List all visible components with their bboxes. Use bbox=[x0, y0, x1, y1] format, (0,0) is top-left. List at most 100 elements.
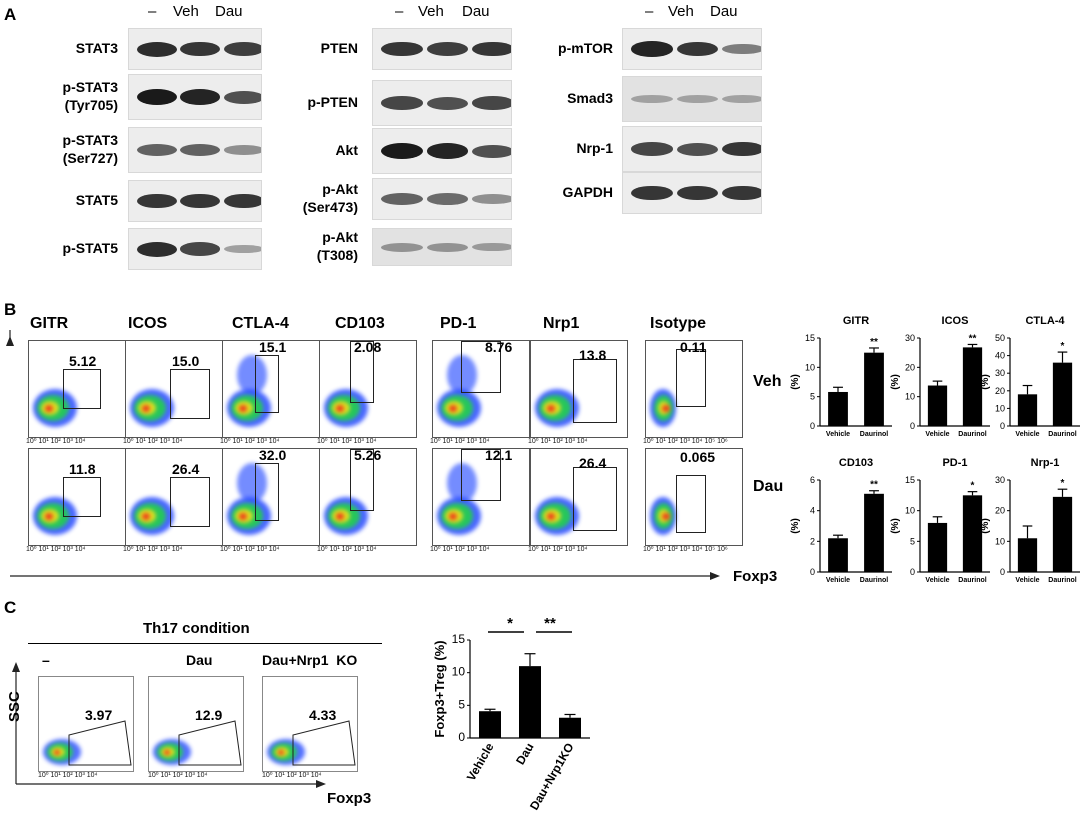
blot-label-0-3: STAT5 bbox=[76, 191, 118, 209]
gate-box bbox=[255, 463, 279, 521]
blot-1-3 bbox=[372, 178, 512, 220]
blot-band-2 bbox=[224, 90, 261, 104]
gate-percentage: 0.065 bbox=[680, 449, 716, 465]
gate-box bbox=[63, 369, 101, 409]
gate-box bbox=[170, 477, 210, 527]
blot-band-1 bbox=[426, 96, 469, 110]
panel-c-y-label: SSC bbox=[6, 691, 23, 722]
blot-label-0-2: p-STAT3 (Ser727) bbox=[63, 131, 118, 167]
trapezoid-gate bbox=[68, 720, 132, 766]
y-tick-label-5-1: 10 bbox=[995, 536, 1005, 546]
gate-percentage: 26.4 bbox=[172, 461, 200, 477]
y-label-4: (%) bbox=[890, 518, 901, 534]
density-blob-3 bbox=[336, 513, 344, 520]
blot-band-1 bbox=[180, 242, 221, 256]
blot-band-1 bbox=[426, 193, 469, 205]
blot-label-1-2: Akt bbox=[335, 141, 358, 159]
blot-1-2 bbox=[372, 128, 512, 174]
blot-band-0 bbox=[136, 144, 177, 156]
bar-4-1 bbox=[962, 495, 983, 572]
chart-title-4: PD-1 bbox=[942, 457, 967, 469]
blot-band-1 bbox=[180, 193, 221, 209]
x-tick-labels: 10⁰ 10¹ 10² 10³ 10⁴ bbox=[26, 546, 86, 553]
marker-title-nrp1: Nrp1 bbox=[543, 315, 580, 332]
density-blob-3 bbox=[142, 513, 150, 520]
lane-header-1-0: – bbox=[395, 3, 404, 20]
y-tick-label-6-3: 15 bbox=[452, 632, 466, 646]
flow-plot-isotype-dau: 0.065 bbox=[645, 448, 743, 546]
flow-plot-ctla-4-dau: 32.0 bbox=[222, 448, 320, 546]
blot-band-0 bbox=[631, 142, 673, 156]
x-tick-labels: 10⁰ 10¹ 10² 10³ 10⁴ 10⁵ 10⁶ bbox=[643, 546, 728, 553]
flow-plot-gitr-veh: 5.12 bbox=[28, 340, 126, 438]
chart-title-5: Nrp-1 bbox=[1031, 457, 1060, 469]
blot-label-line-0: Smad3 bbox=[567, 90, 613, 106]
x-tick-labels: 10⁰ 10¹ 10² 10³ 10⁴ bbox=[123, 438, 183, 445]
blot-band-2 bbox=[722, 95, 761, 103]
bar-0-0 bbox=[828, 391, 848, 426]
density-blob-4 bbox=[239, 513, 247, 520]
condition-col-0: – bbox=[42, 652, 50, 668]
x-tick-labels: 10⁰ 10¹ 10² 10³ 10⁴ bbox=[123, 546, 183, 553]
density-blob-4 bbox=[449, 513, 457, 520]
blot-band-1 bbox=[676, 41, 719, 57]
gate-box bbox=[350, 341, 374, 403]
flow-plot-ctla-4-veh: 15.1 bbox=[222, 340, 320, 438]
gate-percentage: 2.08 bbox=[354, 340, 382, 355]
blot-band-2 bbox=[224, 42, 261, 56]
blot-band-2 bbox=[722, 141, 761, 157]
density-blob-3 bbox=[45, 405, 53, 412]
blot-label-1-4: p-Akt (T308) bbox=[317, 228, 358, 264]
blot-2-3 bbox=[622, 172, 762, 214]
density-blob-4 bbox=[449, 405, 457, 412]
density-blob-3 bbox=[662, 513, 670, 520]
x-tick-labels: 10⁰ 10¹ 10² 10³ 10⁴ bbox=[148, 772, 208, 779]
blot-label-2-1: Smad3 bbox=[567, 89, 613, 107]
density-blob-3 bbox=[142, 405, 150, 412]
y-tick-label-4-3: 15 bbox=[905, 475, 915, 485]
panel-b-x-label: Foxp3 bbox=[733, 568, 778, 585]
category-label-5-1: Daurinol bbox=[1048, 577, 1076, 584]
bar-2-1 bbox=[1052, 362, 1073, 426]
y-tick-label-1-3: 30 bbox=[905, 333, 915, 343]
y-label-0: (%) bbox=[790, 374, 801, 390]
condition-col-1: Dau bbox=[186, 652, 213, 668]
blot-band-1 bbox=[180, 144, 221, 156]
gate-box bbox=[461, 449, 501, 501]
marker-title-cd103: CD103 bbox=[335, 315, 385, 332]
bar-1-1 bbox=[962, 347, 983, 426]
blot-band-1 bbox=[426, 242, 469, 252]
blot-band-2 bbox=[472, 41, 511, 57]
blot-label-0-0: STAT3 bbox=[76, 39, 118, 57]
density-blob-3 bbox=[164, 750, 170, 755]
blot-band-2 bbox=[472, 242, 511, 252]
blot-band-1 bbox=[180, 41, 221, 57]
category-label-0-1: Daurinol bbox=[860, 431, 888, 438]
blot-band-2 bbox=[224, 145, 261, 155]
bar-5-1 bbox=[1052, 496, 1073, 572]
blot-label-2-2: Nrp-1 bbox=[576, 139, 613, 157]
blot-band-2 bbox=[722, 43, 761, 55]
blot-0-1 bbox=[128, 74, 262, 120]
blot-band-1 bbox=[676, 95, 719, 103]
blot-0-4 bbox=[128, 228, 262, 270]
blot-label-line-0: p-mTOR bbox=[558, 40, 613, 56]
lane-header-2-2: Dau bbox=[710, 3, 738, 20]
y-tick-label-1-0: 0 bbox=[910, 421, 915, 431]
bar-6-0 bbox=[479, 711, 501, 738]
blot-band-2 bbox=[472, 194, 511, 204]
flow-plot-cd103-veh: 2.08 bbox=[319, 340, 417, 438]
bar-6-1 bbox=[519, 666, 541, 738]
category-label-0-0: Vehicle bbox=[826, 431, 850, 438]
blot-label-line-0: p-STAT3 bbox=[62, 132, 118, 148]
x-tick-labels: 10⁰ 10¹ 10² 10³ 10⁴ bbox=[220, 546, 280, 553]
x-tick-labels: 10⁰ 10¹ 10² 10³ 10⁴ bbox=[26, 438, 86, 445]
x-tick-labels: 10⁰ 10¹ 10² 10³ 10⁴ bbox=[528, 546, 588, 553]
th17-flow-plot-2: 4.33 bbox=[262, 676, 358, 772]
flow-plot-icos-veh: 15.0 bbox=[125, 340, 223, 438]
gate-box bbox=[170, 369, 210, 419]
blot-band-0 bbox=[136, 241, 177, 257]
gate-box bbox=[676, 349, 706, 407]
blot-1-4 bbox=[372, 228, 512, 266]
